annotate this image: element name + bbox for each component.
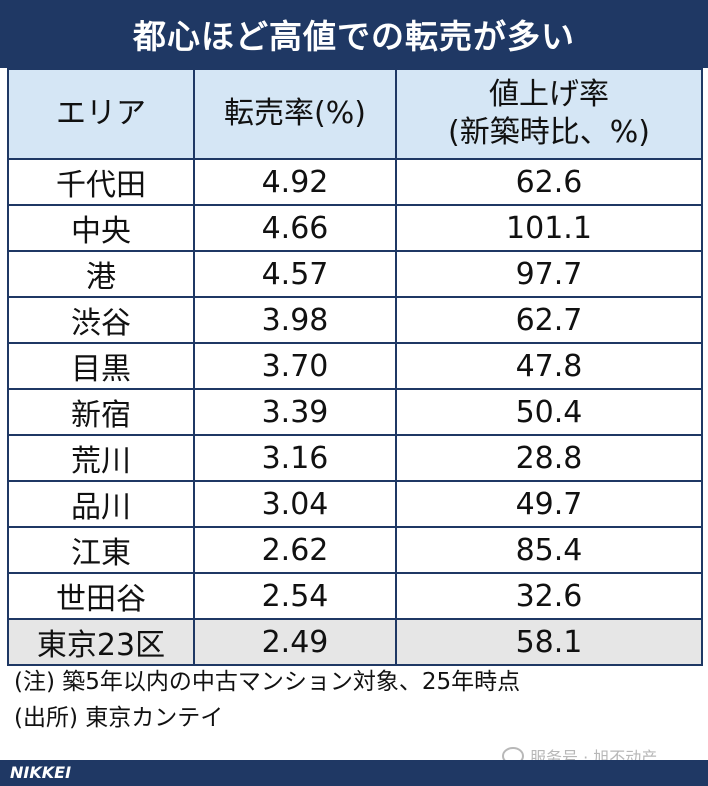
cell-resale-rate: 2.49 (193, 618, 397, 666)
cell-area: 港 (7, 250, 195, 298)
data-table: エリア 転売率(%) 値上げ率 (新築時比、%) 千代田 4.92 62.6 中央 4.… (7, 68, 703, 666)
cell-price-increase: 62.7 (395, 296, 703, 344)
table-row: 世田谷 2.54 32.6 (7, 572, 703, 620)
table-row: 渋谷 3.98 62.7 (7, 296, 703, 344)
table-row: 江東 2.62 85.4 (7, 526, 703, 574)
cell-area: 千代田 (7, 158, 195, 206)
cell-resale-rate: 3.70 (193, 342, 397, 390)
cell-resale-rate: 3.04 (193, 480, 397, 528)
note-text: (注) 築5年以内の中古マンション対象、25年時点 (14, 669, 521, 695)
table-row: 中央 4.66 101.1 (7, 204, 703, 252)
footer-bar: NIKKEI (0, 760, 708, 786)
table-row: 目黒 3.70 47.8 (7, 342, 703, 390)
cell-area: 中央 (7, 204, 195, 252)
cell-area: 世田谷 (7, 572, 195, 620)
cell-price-increase: 62.6 (395, 158, 703, 206)
table-row: 新宿 3.39 50.4 (7, 388, 703, 436)
table-row: 荒川 3.16 28.8 (7, 434, 703, 482)
cell-resale-rate: 3.16 (193, 434, 397, 482)
cell-price-increase: 47.8 (395, 342, 703, 390)
cell-price-increase: 32.6 (395, 572, 703, 620)
cell-resale-rate: 4.57 (193, 250, 397, 298)
header-row: エリア 転売率(%) 値上げ率 (新築時比、%) (7, 68, 703, 160)
cell-price-increase: 28.8 (395, 434, 703, 482)
cell-price-increase: 49.7 (395, 480, 703, 528)
cell-area: 目黒 (7, 342, 195, 390)
header-area: エリア (7, 68, 195, 160)
table-row: 港 4.57 97.7 (7, 250, 703, 298)
cell-area: 新宿 (7, 388, 195, 436)
cell-area: 品川 (7, 480, 195, 528)
cell-area: 江東 (7, 526, 195, 574)
nikkei-logo: NIKKEI (10, 763, 72, 782)
cell-resale-rate: 4.92 (193, 158, 397, 206)
cell-price-increase: 50.4 (395, 388, 703, 436)
header-resale-rate: 転売率(%) (193, 68, 397, 160)
source-text: (出所) 東京カンテイ (14, 705, 224, 731)
cell-price-increase: 101.1 (395, 204, 703, 252)
header-price-increase: 値上げ率 (新築時比、%) (395, 68, 703, 160)
notes: (注) 築5年以内の中古マンション対象、25年時点 (出所) 東京カンテイ (14, 664, 520, 736)
table-row: 東京23区 2.49 58.1 (7, 618, 703, 666)
cell-price-increase: 58.1 (395, 618, 703, 666)
chart-title: 都心ほど高値での転売が多い (0, 0, 708, 68)
cell-area: 渋谷 (7, 296, 195, 344)
cell-resale-rate: 2.54 (193, 572, 397, 620)
cell-resale-rate: 2.62 (193, 526, 397, 574)
cell-area: 荒川 (7, 434, 195, 482)
cell-resale-rate: 4.66 (193, 204, 397, 252)
table-row: 品川 3.04 49.7 (7, 480, 703, 528)
header-price-increase-label: 値上げ率 (489, 77, 609, 112)
cell-price-increase: 97.7 (395, 250, 703, 298)
table-row: 千代田 4.92 62.6 (7, 158, 703, 206)
cell-resale-rate: 3.39 (193, 388, 397, 436)
cell-resale-rate: 3.98 (193, 296, 397, 344)
cell-area: 東京23区 (7, 618, 195, 666)
header-price-increase-unit: (新築時比、%) (448, 115, 650, 150)
cell-price-increase: 85.4 (395, 526, 703, 574)
